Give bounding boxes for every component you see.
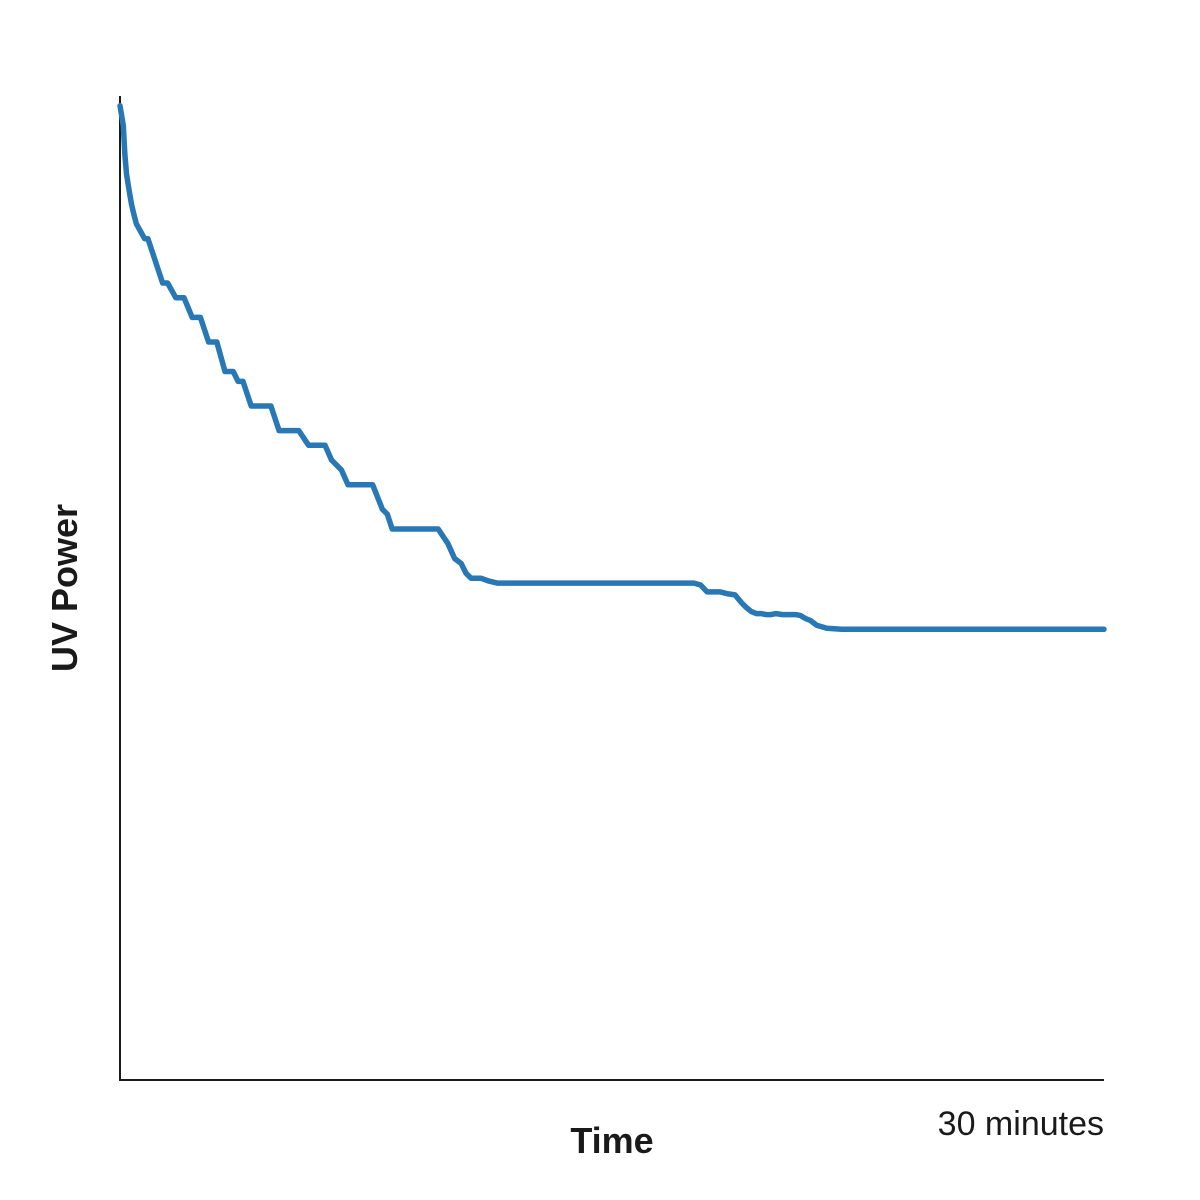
series-layer bbox=[117, 103, 1107, 633]
x-tick-label-end: 30 minutes bbox=[938, 1105, 1104, 1143]
y-axis-title: UV Power bbox=[44, 504, 85, 672]
series-line-1 bbox=[117, 103, 1107, 633]
x-axis-title: Time bbox=[570, 1120, 653, 1161]
